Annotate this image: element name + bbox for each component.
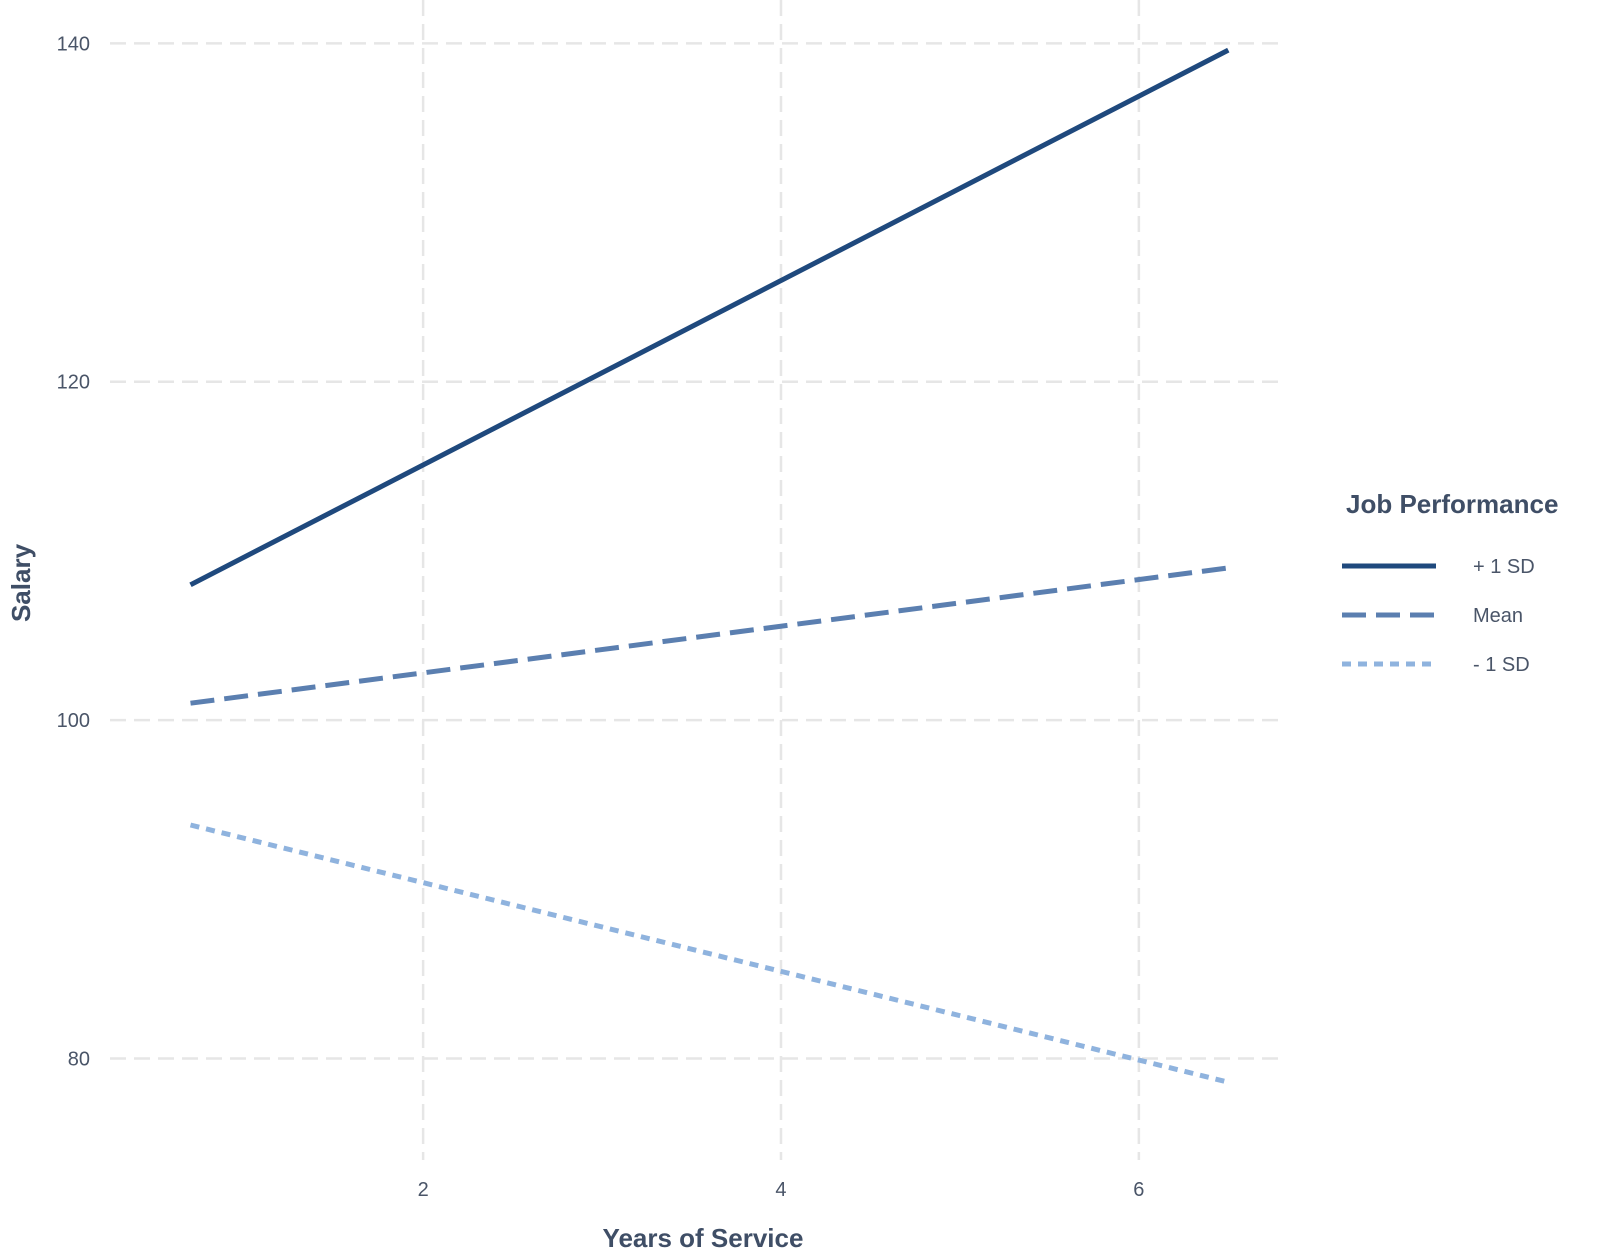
legend-label: Mean: [1473, 605, 1523, 627]
legend: Job Performance + 1 SD Mean - 1 SD: [1342, 489, 1558, 676]
tick-labels: 80 100 120 140 2 4 6: [57, 33, 1145, 1201]
legend-title: Job Performance: [1346, 489, 1558, 519]
grid: [110, 0, 1282, 1160]
legend-label: + 1 SD: [1473, 556, 1535, 578]
y-tick-label: 100: [57, 710, 90, 732]
x-tick-label: 4: [775, 1179, 786, 1201]
y-tick-label: 80: [68, 1048, 90, 1070]
series-line-1: [189, 47, 1230, 588]
series-layer: [189, 47, 1230, 1085]
y-axis-title: Salary: [6, 543, 36, 622]
series-line-3: [189, 822, 1229, 1085]
y-tick-label: 120: [57, 372, 90, 394]
series-line-2: [190, 565, 1229, 706]
y-tick-label: 140: [57, 33, 90, 55]
legend-label: - 1 SD: [1473, 654, 1530, 676]
x-axis-title: Years of Service: [603, 1223, 804, 1253]
x-tick-label: 6: [1133, 1179, 1144, 1201]
x-tick-label: 2: [418, 1179, 429, 1201]
